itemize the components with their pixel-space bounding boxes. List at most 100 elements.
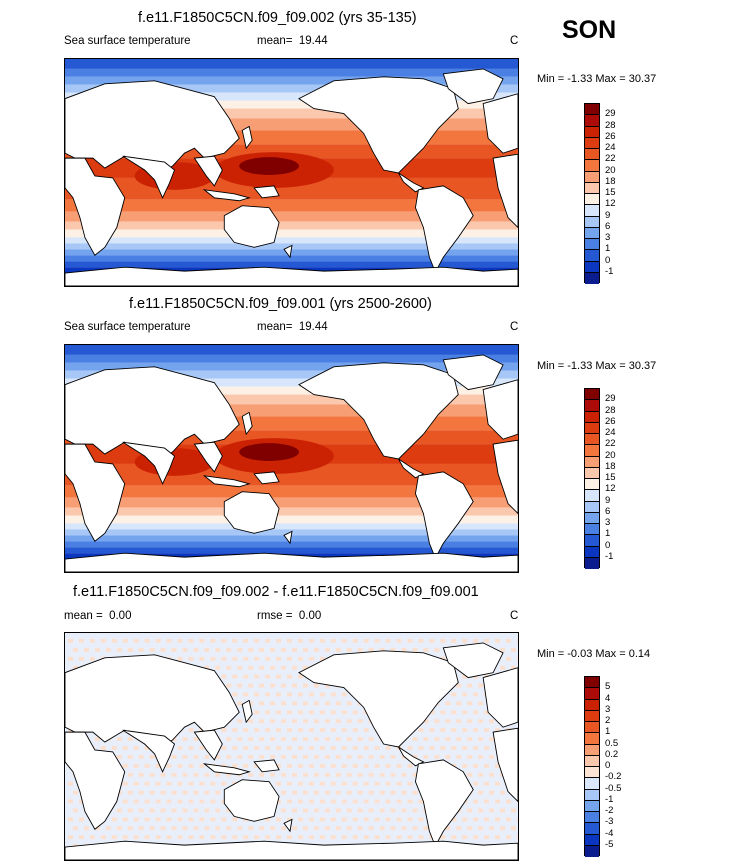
diff-speckle [473,817,479,822]
colorbar-swatch [585,557,599,569]
diff-speckle [210,638,216,643]
diff-speckle [462,817,468,822]
land-mass [253,185,280,199]
diff-speckle [319,781,325,786]
diff-speckle [346,826,352,831]
diff-speckle [276,781,282,786]
diff-speckle [188,746,194,750]
diff-speckle [67,638,73,643]
diff-speckle [363,799,369,804]
diff-speckle [396,835,402,840]
diff-speckle [171,772,177,777]
diff-speckle [265,656,271,661]
diff-speckle [308,835,314,840]
diff-speckle [188,763,194,768]
diff-speckle [138,647,144,652]
diff-speckle [319,746,325,750]
diff-speckle [418,746,424,750]
diff-speckle [517,817,518,822]
diff-speckle [188,799,194,804]
diff-speckle [352,746,358,750]
diff-speckle [313,754,319,759]
diff-speckle [346,790,352,795]
diff-speckle [116,737,122,742]
diff-speckle [374,638,380,643]
sst-band [65,68,518,77]
sst-band [65,92,518,101]
panel2-units: C [510,321,519,333]
diff-speckle [341,835,347,840]
diff-speckle [346,808,352,813]
diff-speckle [335,701,341,706]
colorbar-swatch [585,524,599,536]
diff-speckle [385,799,391,804]
colorbar-tick-label: 26 [605,415,616,427]
diff-speckle [429,728,435,733]
diff-speckle [396,638,402,643]
diff-speckle [149,826,155,831]
diff-speckle [308,638,314,643]
land-mass [241,411,253,436]
colorbar-tick-label: 0.2 [605,748,619,760]
diff-speckle [122,835,128,840]
diff-speckle [352,728,358,733]
diff-speckle [462,710,468,715]
diff-speckle [456,754,462,759]
land-mass [122,729,176,773]
diff-speckle [396,799,402,804]
colorbar-swatch [585,699,599,711]
diff-speckle [122,638,128,643]
colorbar-tick-label: 15 [605,472,616,483]
sst-band [65,255,518,262]
land-mass [298,650,459,748]
diff-speckle [215,647,221,652]
diff-speckle [78,799,84,804]
diff-speckle [182,754,188,759]
diff-speckle [302,719,308,724]
panel1-sst-map [64,58,519,287]
diff-speckle [166,638,172,643]
sst-band [65,507,518,516]
diff-speckle [237,701,243,706]
diff-speckle [506,799,512,804]
diff-speckle [237,719,243,724]
diff-speckle [451,710,457,715]
diff-speckle [390,808,396,813]
sst-map-svg [65,59,518,286]
diff-speckle [418,799,424,804]
diff-speckle [390,826,396,831]
diff-speckle [78,817,84,822]
diff-speckle [291,701,297,706]
diff-speckle [226,683,232,688]
diff-speckle [341,638,347,643]
diff-speckle [473,763,479,768]
diff-speckle [473,835,479,840]
sst-band [65,354,518,363]
diff-speckle [254,656,260,661]
diff-speckle [259,647,265,652]
diff-speckle [473,781,479,786]
diff-speckle [297,781,303,786]
diff-speckle [72,665,78,670]
diff-speckle [248,683,254,688]
diff-speckle [155,799,161,804]
diff-speckle [221,835,227,840]
diff-speckle [199,746,205,750]
diff-speckle [506,656,512,661]
diff-speckle [122,817,128,822]
diff-speckle [308,692,314,697]
diff-speckle [265,710,271,715]
colorbar-tick-label: -1 [605,265,614,277]
diff-speckle [429,638,435,643]
diff-speckle [199,817,205,822]
diff-speckle [287,799,292,804]
diff-speckle [72,826,78,831]
colorbar-swatch [585,434,599,446]
diff-speckle [379,826,385,831]
diff-speckle [418,817,424,822]
diff-speckle [138,790,144,795]
colorbar-tick-label: 29 [605,393,616,405]
diff-speckle [467,683,473,688]
colorbar-swatch [585,834,599,846]
diff-speckle [232,638,238,643]
